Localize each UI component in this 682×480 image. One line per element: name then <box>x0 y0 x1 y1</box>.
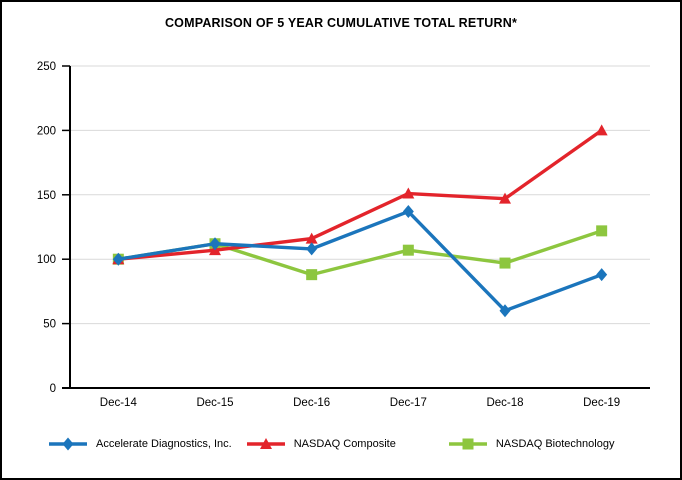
x-axis-label: Dec-17 <box>390 397 427 409</box>
y-axis-label: 100 <box>37 254 56 266</box>
marker-nasdaq-composite-Dec-17 <box>402 187 415 199</box>
series-line-accelerate-diagnostics-inc <box>118 209 603 313</box>
marker-accelerate-diagnostics-inc-Dec-19 <box>596 268 608 282</box>
legend: Accelerate Diagnostics, Inc. NASDAQ Comp… <box>48 436 614 452</box>
legend-item-accelerate-diagnostics: Accelerate Diagnostics, Inc. <box>48 436 232 452</box>
legend-swatch-marker <box>259 438 272 449</box>
marker-nasdaq-biotechnology-Dec-18 <box>499 257 511 269</box>
legend-swatch-marker <box>462 438 474 450</box>
chart-title: COMPARISON OF 5 YEAR CUMULATIVE TOTAL RE… <box>164 16 518 30</box>
marker-nasdaq-composite-Dec-16 <box>305 232 318 244</box>
y-axis-label: 250 <box>37 61 56 73</box>
x-axis-label: Dec-14 <box>100 397 138 409</box>
legend-label: Accelerate Diagnostics, Inc. <box>96 438 232 450</box>
marker-accelerate-diagnostics-inc-Dec-14 <box>112 252 124 266</box>
legend-label: NASDAQ Composite <box>293 438 396 450</box>
legend-swatch-diamond-icon <box>49 437 87 451</box>
marker-accelerate-diagnostics-inc-Dec-16 <box>306 242 318 256</box>
marker-nasdaq-composite-Dec-18 <box>499 192 511 204</box>
marker-nasdaq-biotechnology-Dec-19 <box>596 225 608 237</box>
marker-nasdaq-biotechnology-Dec-17 <box>402 244 414 256</box>
y-axis-label: 0 <box>50 383 56 395</box>
legend-item-nasdaq-biotechnology: NASDAQ Biotechnology <box>448 436 615 452</box>
x-axis-label: Dec-19 <box>583 397 620 409</box>
y-axis-label: 200 <box>37 125 56 137</box>
x-axis-label: Dec-18 <box>486 397 523 409</box>
y-axis-label: 50 <box>43 319 56 331</box>
legend-item-nasdaq-composite: NASDAQ Composite <box>246 436 396 452</box>
legend-swatch-square-icon <box>448 438 487 450</box>
legend-swatch-marker <box>62 437 74 451</box>
marker-accelerate-diagnostics-inc-Dec-15 <box>209 237 221 251</box>
series-line-nasdaq-composite <box>118 129 603 261</box>
legend-label: NASDAQ Biotechnology <box>495 438 615 450</box>
legend-swatch-triangle-icon <box>246 438 285 449</box>
x-axis-label: Dec-16 <box>293 397 330 409</box>
marker-nasdaq-biotechnology-Dec-16 <box>306 269 318 281</box>
marker-nasdaq-composite-Dec-19 <box>595 124 608 136</box>
y-axis-label: 150 <box>37 190 56 202</box>
marker-accelerate-diagnostics-inc-Dec-17 <box>402 205 414 219</box>
marker-accelerate-diagnostics-inc-Dec-18 <box>499 304 511 318</box>
x-axis-label: Dec-15 <box>196 397 233 409</box>
